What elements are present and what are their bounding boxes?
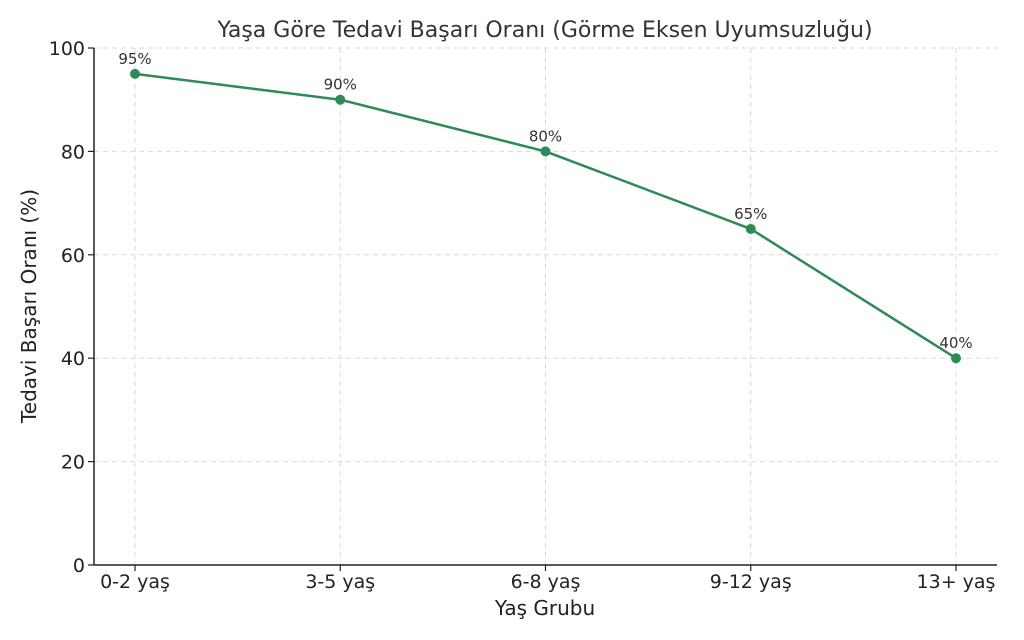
x-tick-label: 13+ yaş [917,571,996,593]
y-tick-label: 0 [73,555,85,577]
y-tick-label: 100 [49,38,85,60]
y-tick-label: 40 [61,348,85,370]
y-tick-label: 20 [61,452,85,474]
axis-ticks: 0 20 40 60 80 100 0-2 yaş 3-5 yaş 6-8 yaş 9-12 ya… [49,38,996,593]
data-point [335,94,346,105]
data-label: 95% [118,50,151,68]
series-line [134,72,957,360]
x-tick-label: 0-2 yaş [100,571,170,593]
x-tick-label: 6-8 yaş [511,571,581,593]
axes [93,48,997,566]
data-point [951,353,961,364]
data-labels: 95% 90% 80% 65% 40% [118,50,972,352]
x-axis-label: Yaş Grubu [494,596,595,620]
data-point [130,68,140,79]
grid-lines [94,47,997,565]
x-tick-label: 9-12 yaş [710,571,792,593]
data-label: 65% [734,205,767,223]
chart-title: Yaşa Göre Tedavi Başarı Oranı (Görme Eks… [216,18,872,43]
x-tick-label: 3-5 yaş [305,571,375,593]
series [130,68,961,364]
y-tick-label: 60 [61,245,85,267]
data-point [745,223,756,234]
data-label: 40% [939,334,972,352]
data-label: 90% [324,76,357,94]
y-tick-label: 80 [61,141,85,163]
data-label: 80% [529,127,562,145]
data-point [540,146,551,157]
y-axis-label: Tedavi Başarı Oranı (%) [17,189,41,424]
